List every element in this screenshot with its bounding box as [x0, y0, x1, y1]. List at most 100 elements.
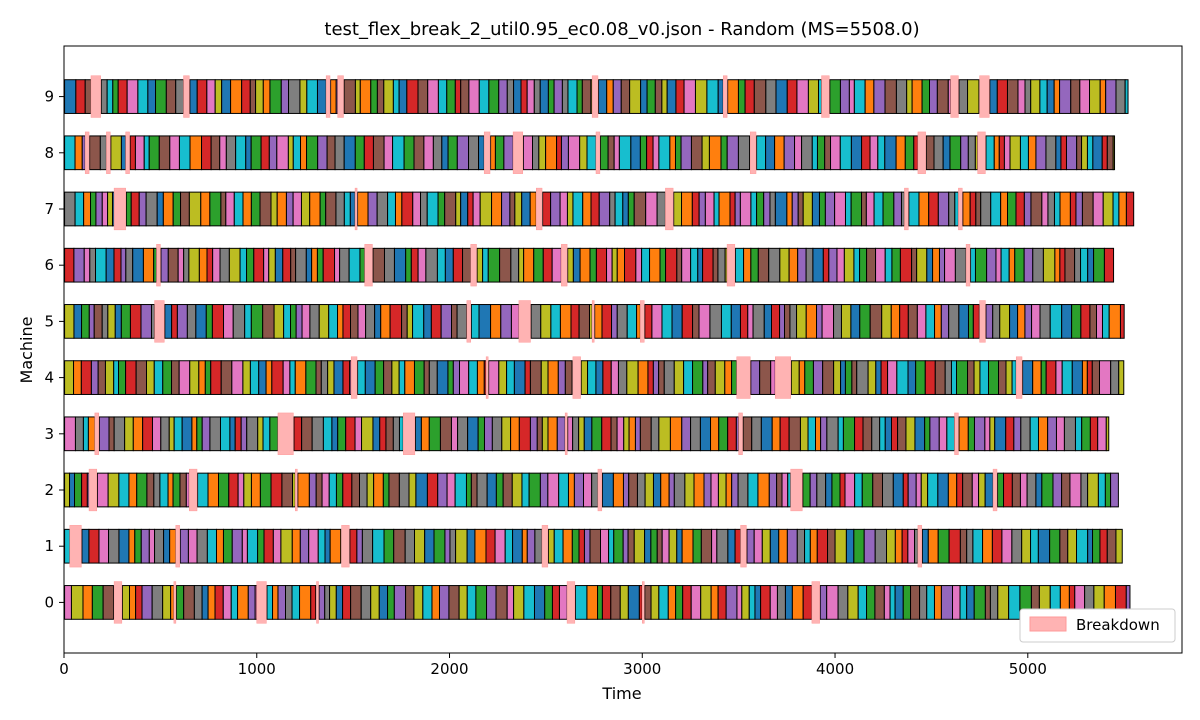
operation-bar	[616, 304, 628, 339]
operation-bar	[70, 585, 84, 620]
operation-bar	[64, 304, 75, 339]
operation-bar	[89, 247, 97, 283]
operation-bar	[100, 79, 108, 114]
operation-bar	[214, 585, 224, 620]
operation-bar	[681, 304, 694, 339]
operation-bar	[693, 472, 705, 508]
operation-bar	[802, 472, 811, 508]
operation-bar	[836, 247, 845, 283]
operation-bar	[551, 585, 560, 620]
operation-bar	[143, 135, 150, 171]
operation-bar	[949, 135, 962, 171]
operation-bar	[158, 135, 171, 171]
operation-bar	[171, 304, 178, 339]
operation-bar	[599, 135, 609, 171]
operation-bar	[1106, 528, 1117, 564]
operation-bar	[437, 191, 446, 227]
operation-bar	[232, 304, 246, 339]
operation-bar	[776, 585, 786, 620]
operation-bar	[495, 585, 508, 620]
operation-bar	[997, 585, 1010, 620]
operation-bar	[987, 360, 1000, 395]
operation-bar	[263, 528, 274, 564]
operation-bar	[410, 247, 419, 283]
operation-bar	[306, 79, 318, 114]
operation-bar	[209, 416, 221, 452]
operation-bar	[769, 191, 776, 227]
operation-bar	[626, 304, 638, 339]
operation-bar	[521, 191, 531, 227]
operation-bar	[135, 360, 147, 395]
operation-bar	[330, 79, 337, 114]
operation-bar	[553, 79, 563, 114]
operation-bar	[734, 247, 745, 283]
operation-bar	[590, 191, 600, 227]
operation-bar	[561, 79, 569, 114]
operation-bar	[292, 191, 302, 227]
operation-bar	[717, 585, 727, 620]
operation-bar	[444, 247, 454, 283]
operation-bar	[853, 247, 861, 283]
breakdown-bar	[69, 525, 82, 568]
operation-bar	[545, 135, 558, 171]
operation-bar	[318, 585, 326, 620]
operation-bar	[196, 79, 208, 114]
operation-bar	[451, 304, 458, 339]
breakdown-bar	[277, 412, 294, 455]
operation-bar	[259, 472, 272, 508]
operation-bar	[393, 528, 406, 564]
operation-bar	[717, 472, 727, 508]
operation-bar	[612, 472, 624, 508]
operation-bar	[348, 247, 361, 283]
operation-bar	[724, 360, 733, 395]
operation-bar	[153, 360, 164, 395]
operation-bar	[622, 528, 629, 564]
operation-bar	[1101, 135, 1108, 171]
operation-bar	[759, 360, 772, 395]
operation-bar	[438, 585, 450, 620]
operation-bar	[291, 528, 301, 564]
operation-bar	[510, 304, 520, 339]
operation-bar	[366, 472, 375, 508]
operation-bar	[967, 135, 976, 171]
breakdown-bar	[738, 412, 743, 455]
operation-bar	[198, 247, 208, 283]
operation-bar	[927, 528, 939, 564]
operation-bar	[881, 304, 892, 339]
operation-bar	[710, 585, 719, 620]
operation-bar	[293, 416, 303, 452]
operation-bar	[948, 191, 956, 227]
operation-bar	[1039, 79, 1048, 114]
breakdown-bar	[722, 75, 728, 118]
operation-bar	[339, 247, 350, 283]
operations-layer	[64, 79, 1135, 620]
operation-bar	[322, 416, 333, 452]
operation-bar	[646, 135, 654, 171]
y-tick-label: 6	[44, 256, 54, 274]
operation-bar	[1087, 528, 1094, 564]
operation-bar	[844, 472, 856, 508]
operation-bar	[712, 247, 719, 283]
operation-bar	[506, 360, 515, 395]
operation-bar	[996, 79, 1008, 114]
operation-bar	[717, 79, 724, 114]
operation-bar	[658, 585, 669, 620]
operation-bar	[98, 528, 110, 564]
breakdown-bar	[341, 525, 350, 568]
operation-bar	[468, 135, 480, 171]
operation-bar	[532, 135, 540, 171]
operation-bar	[967, 304, 974, 339]
operation-bar	[110, 135, 122, 171]
operation-bar	[837, 585, 849, 620]
operation-bar	[420, 191, 428, 227]
operation-bar	[235, 135, 247, 171]
operation-bar	[1115, 79, 1126, 114]
operation-bar	[866, 247, 877, 283]
operation-bar	[472, 191, 481, 227]
operation-bar	[164, 304, 173, 339]
operation-bar	[1087, 247, 1095, 283]
operation-bar	[692, 304, 700, 339]
operation-bar	[460, 79, 470, 114]
operation-bar	[707, 360, 716, 395]
operation-bar	[244, 304, 252, 339]
